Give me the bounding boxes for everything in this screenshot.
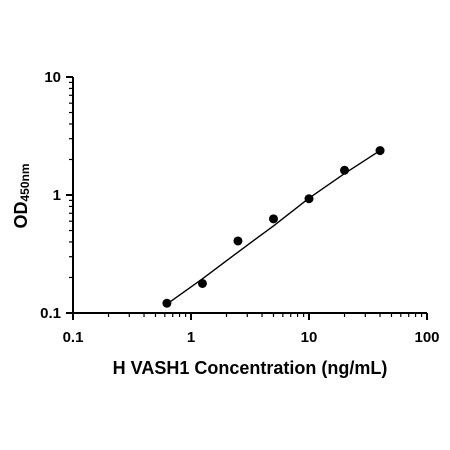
x-axis-title: H VASH1 Concentration (ng/mL) — [113, 358, 388, 378]
y-axis-title-subscript: 450nm — [18, 163, 32, 201]
data-point — [304, 194, 314, 204]
y-tick-label: 0.1 — [40, 305, 61, 322]
data-point — [197, 278, 207, 288]
x-tick-label: 0.1 — [63, 329, 84, 346]
axes-layer — [72, 77, 427, 314]
svg-text:OD450nm: OD450nm — [11, 163, 32, 228]
x-tick-label: 100 — [414, 329, 439, 346]
data-point — [233, 236, 243, 246]
ticks-layer: 0.1 1 10 100 0.1 1 10 — [40, 69, 439, 346]
data-point — [162, 298, 172, 308]
data-point — [375, 146, 385, 156]
x-tick-label: 1 — [187, 329, 195, 346]
data-point — [268, 214, 278, 224]
y-tick-label: 1 — [53, 187, 61, 204]
x-tick-label: 10 — [301, 329, 318, 346]
points-layer — [162, 146, 385, 308]
y-axis-title: OD450nm — [11, 163, 32, 228]
y-axis-title-main: OD — [11, 202, 31, 229]
data-point — [340, 165, 350, 175]
y-tick-label: 10 — [44, 69, 61, 86]
